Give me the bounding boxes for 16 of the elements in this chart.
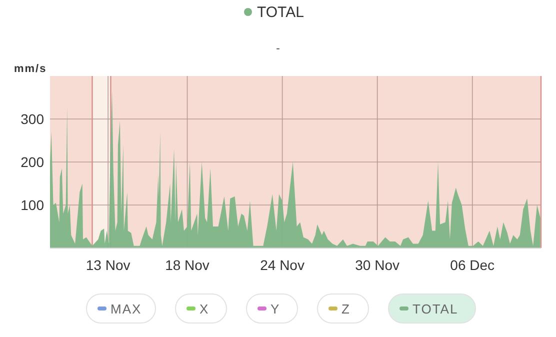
text: TOTAL	[257, 4, 304, 21]
chart-title: -	[276, 41, 280, 55]
x-tick-label: 13 Nov	[86, 257, 130, 273]
x-tick-label: 24 Nov	[260, 257, 304, 273]
y-tick-label: 100	[20, 197, 44, 213]
y-tick-label: 200	[20, 154, 44, 170]
legend-label: TOTAL	[412, 302, 458, 316]
x-tick-label: 06 Dec	[450, 257, 495, 273]
x-tick-label: 18 Nov	[165, 257, 210, 273]
legend-label: Z	[342, 302, 350, 316]
legend-label: MAX	[110, 302, 142, 316]
x-tick-label: 30 Nov	[355, 257, 400, 273]
legend-label: Y	[270, 302, 280, 316]
y-tick-label: 300	[20, 111, 44, 127]
y-axis-title: mm/s	[14, 63, 47, 75]
legend-label: X	[200, 302, 210, 316]
